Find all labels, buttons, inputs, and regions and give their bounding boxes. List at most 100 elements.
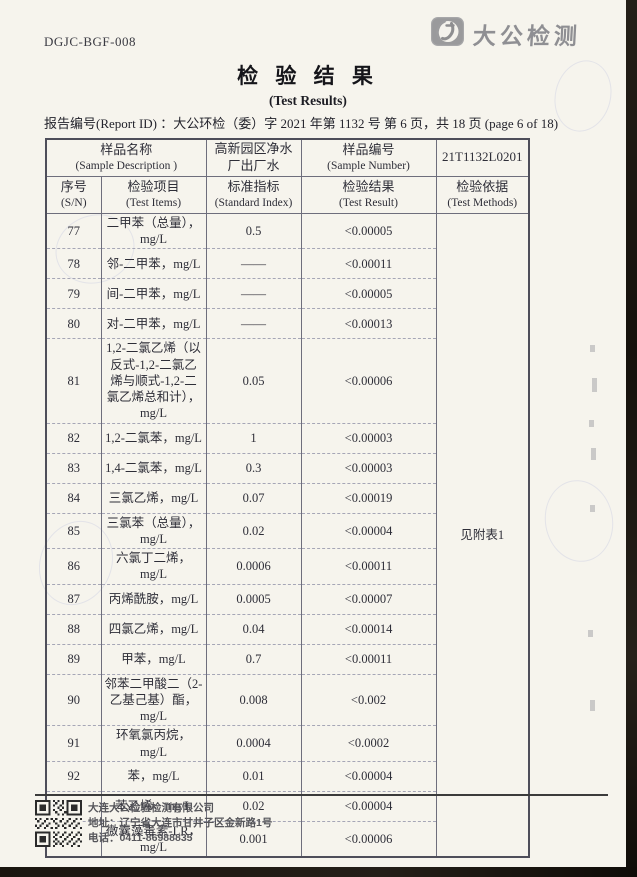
cell-result: <0.00005: [300, 278, 437, 309]
cell-result: <0.00013: [300, 308, 437, 339]
cell-result: <0.00006: [300, 820, 437, 858]
table-row: 92 苯，mg/L 0.01 <0.00004: [45, 760, 529, 792]
document-code: DGJC-BGF-008: [44, 34, 136, 49]
cell-item: 间-二甲苯，mg/L: [100, 278, 207, 309]
table-row: 88 四氯乙烯，mg/L 0.04 <0.00014: [45, 613, 529, 645]
cell-index: 0.7: [205, 643, 302, 675]
company-logo: 大公检测: [430, 16, 582, 52]
table-row: 89 甲苯，mg/L 0.7 <0.00011: [45, 643, 529, 675]
cell-index: 0.008: [205, 673, 302, 726]
table-row: 80 对-二甲苯，mg/L —— <0.00013: [45, 308, 529, 339]
cell-sn: 82: [45, 422, 102, 454]
sample-desc-cn: 样品名称: [100, 141, 153, 157]
cell-item: 1,2-二氯苯，mg/L: [100, 422, 207, 454]
cell-index: ——: [205, 278, 302, 309]
cell-sn: 84: [45, 482, 102, 514]
cell-result: <0.00011: [300, 548, 437, 585]
cell-item: 1,4-二氯苯，mg/L: [100, 452, 207, 484]
page-subtitle: (Test Results): [269, 93, 347, 108]
column-header-result: 检验结果 (Test Result): [300, 175, 437, 214]
table-row: 86 六氯丁二烯，mg/L 0.0006 <0.00011: [45, 548, 529, 585]
cell-sn: 77: [45, 212, 102, 249]
cell-sn: 80: [45, 308, 102, 339]
table-row: 81 1,2-二氯乙烯（以反式-1,2-二氯乙烯与顺式-1,2-二氯乙烯总和计），…: [45, 338, 529, 424]
table-row: 83 1,4-二氯苯，mg/L 0.3 <0.00003: [45, 452, 529, 484]
table-row: 87 丙烯酰胺，mg/L 0.0005 <0.00007: [45, 583, 529, 615]
column-header-sn: 序号 (S/N): [45, 175, 102, 214]
cell-result: <0.00011: [300, 643, 437, 675]
bleed-mark: [589, 420, 594, 427]
cell-sn: 90: [45, 673, 102, 726]
cell-index: 0.05: [205, 338, 302, 424]
cell-index: 0.04: [205, 613, 302, 645]
cell-index: 0.0005: [205, 583, 302, 615]
cell-result: <0.00019: [300, 482, 437, 514]
sample-description-value: 高新园区净水厂出厂水: [205, 138, 302, 177]
cell-sn: 89: [45, 643, 102, 675]
cell-result: <0.00004: [300, 512, 437, 549]
table-row: 91 环氧氯丙烷，mg/L 0.0004 <0.0002: [45, 725, 529, 762]
company-phone: 电话：0411-86988835: [88, 832, 193, 844]
cell-sn: 86: [45, 548, 102, 585]
cell-sn: 79: [45, 278, 102, 309]
cell-result: <0.00007: [300, 583, 437, 615]
cell-sn: 88: [45, 613, 102, 645]
column-header-index: 标准指标 (Standard Index): [205, 175, 302, 214]
cell-index: 0.02: [205, 512, 302, 549]
cell-result: <0.0002: [300, 725, 437, 762]
cell-result: <0.00004: [300, 760, 437, 792]
cell-method: 见附表1: [435, 212, 530, 858]
scan-edge-bottom: [0, 867, 637, 877]
col-method-en: (Test Methods): [447, 196, 518, 209]
col-item-en: (Test Items): [125, 196, 182, 209]
cell-index: 0.0006: [205, 548, 302, 585]
sample-desc-en: (Sample Description ): [75, 159, 178, 172]
cell-result: <0.00014: [300, 613, 437, 645]
sample-number-value: 21T1132L0201: [435, 138, 530, 177]
footer-info: 大连大公检验检测有限公司 地址：辽宁省大连市甘井子区金新路1号 电话：0411-…: [88, 801, 272, 846]
bleed-mark: [588, 630, 593, 637]
cell-item: 邻苯二甲酸二（2-乙基己基）酯，mg/L: [100, 673, 207, 726]
title-block: 检 验 结 果 (Test Results): [0, 60, 616, 109]
cell-index: 1: [205, 422, 302, 454]
bleed-mark: [591, 448, 596, 460]
table-header-columns-row: 序号 (S/N) 检验项目 (Test Items) 标准指标 (Standar…: [45, 175, 530, 214]
column-header-method: 检验依据 (Test Methods): [435, 175, 530, 214]
qr-code-icon: [35, 800, 82, 847]
cell-item: 微囊藻毒素-LR，mg/L: [100, 820, 207, 858]
column-header-item: 检验项目 (Test Items): [100, 175, 207, 214]
report-id-line: 报告编号(Report ID) ：大公环检（委）字 2021 年第 1132 号…: [44, 116, 559, 131]
table-row: 77 二甲苯（总量），mg/L 0.5 <0.00005 见附表1: [45, 212, 530, 858]
cell-item: 六氯丁二烯，mg/L: [100, 548, 207, 585]
sample-number-cn: 样品编号: [342, 141, 395, 157]
cell-item: 邻-二甲苯，mg/L: [100, 248, 207, 279]
col-method-cn: 检验依据: [456, 178, 509, 194]
sample-number-en: (Sample Number): [327, 159, 410, 172]
cell-index: ——: [205, 248, 302, 279]
table-row: 78 邻-二甲苯，mg/L —— <0.00011: [45, 248, 529, 279]
cell-index: ——: [205, 308, 302, 339]
table-row: 82 1,2-二氯苯，mg/L 1 <0.00003: [45, 422, 529, 454]
cell-item: 甲苯，mg/L: [100, 643, 207, 675]
cell-result: <0.00006: [300, 338, 437, 424]
col-result-cn: 检验结果: [342, 178, 395, 194]
footer-divider: [35, 794, 608, 796]
col-index-cn: 标准指标: [227, 178, 280, 194]
company-address: 地址：辽宁省大连市甘井子区金新路1号: [88, 817, 273, 829]
cell-index: 0.3: [205, 452, 302, 484]
cell-sn: 85: [45, 512, 102, 549]
table-header-sample-row: 样品名称 (Sample Description ) 高新园区净水厂出厂水 样品…: [45, 138, 530, 177]
cell-index: 0.07: [205, 482, 302, 514]
cell-sn: 83: [45, 452, 102, 484]
cell-result: <0.00011: [300, 248, 437, 279]
sample-number-label: 样品编号 (Sample Number): [300, 138, 437, 177]
col-index-en: (Standard Index): [214, 196, 293, 209]
cell-item: 三氯乙烯，mg/L: [100, 482, 207, 514]
bleed-mark: [590, 700, 595, 711]
results-table: 样品名称 (Sample Description ) 高新园区净水厂出厂水 样品…: [45, 138, 530, 859]
cell-item: 对-二甲苯，mg/L: [100, 308, 207, 339]
cell-item: 1,2-二氯乙烯（以反式-1,2-二氯乙烯与顺式-1,2-二氯乙烯总和计），mg…: [100, 338, 207, 424]
bleed-mark: [590, 505, 595, 512]
cell-item: 二甲苯（总量），mg/L: [100, 212, 207, 249]
